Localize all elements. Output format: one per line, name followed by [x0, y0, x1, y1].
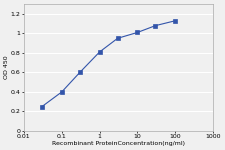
- X-axis label: Recombinant ProteinConcentration(ng/ml): Recombinant ProteinConcentration(ng/ml): [52, 141, 185, 146]
- Y-axis label: OD 450: OD 450: [4, 56, 9, 79]
